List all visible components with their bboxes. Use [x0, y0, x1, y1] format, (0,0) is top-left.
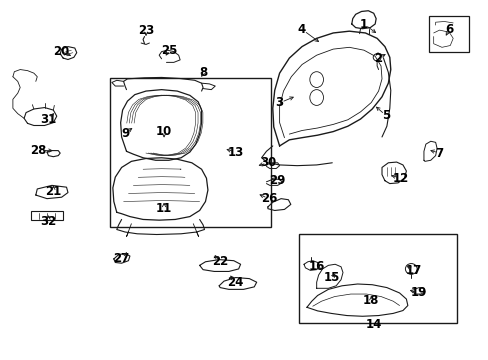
- Text: 11: 11: [156, 202, 172, 215]
- Text: 2: 2: [374, 51, 382, 64]
- Text: 5: 5: [381, 109, 389, 122]
- Text: 22: 22: [212, 255, 228, 268]
- Text: 16: 16: [308, 260, 324, 273]
- Text: 17: 17: [405, 264, 422, 277]
- Text: 14: 14: [365, 318, 381, 331]
- Text: 32: 32: [41, 215, 57, 228]
- Text: 30: 30: [259, 156, 275, 169]
- Text: 26: 26: [260, 192, 277, 205]
- Text: 3: 3: [275, 96, 283, 109]
- Text: 8: 8: [199, 66, 207, 79]
- Text: 9: 9: [121, 127, 129, 140]
- Text: 31: 31: [41, 113, 57, 126]
- Text: 1: 1: [359, 18, 367, 31]
- Text: 7: 7: [435, 147, 443, 159]
- Text: 29: 29: [269, 174, 285, 187]
- Bar: [110, 78, 271, 226]
- Text: 18: 18: [363, 294, 379, 307]
- Text: 28: 28: [30, 144, 47, 157]
- Text: 13: 13: [227, 145, 244, 158]
- Text: 10: 10: [156, 125, 172, 138]
- Text: 15: 15: [324, 271, 340, 284]
- Text: 27: 27: [113, 252, 129, 265]
- Text: 19: 19: [410, 287, 427, 300]
- Bar: [428, 17, 468, 51]
- Text: 20: 20: [53, 45, 70, 58]
- Text: 6: 6: [444, 23, 452, 36]
- Bar: [299, 234, 456, 323]
- Text: 12: 12: [391, 172, 408, 185]
- Text: 24: 24: [227, 276, 244, 289]
- Text: 4: 4: [297, 23, 305, 36]
- Bar: [31, 211, 62, 220]
- Text: 25: 25: [161, 44, 177, 57]
- Text: 23: 23: [138, 24, 154, 37]
- Text: 21: 21: [45, 185, 61, 198]
